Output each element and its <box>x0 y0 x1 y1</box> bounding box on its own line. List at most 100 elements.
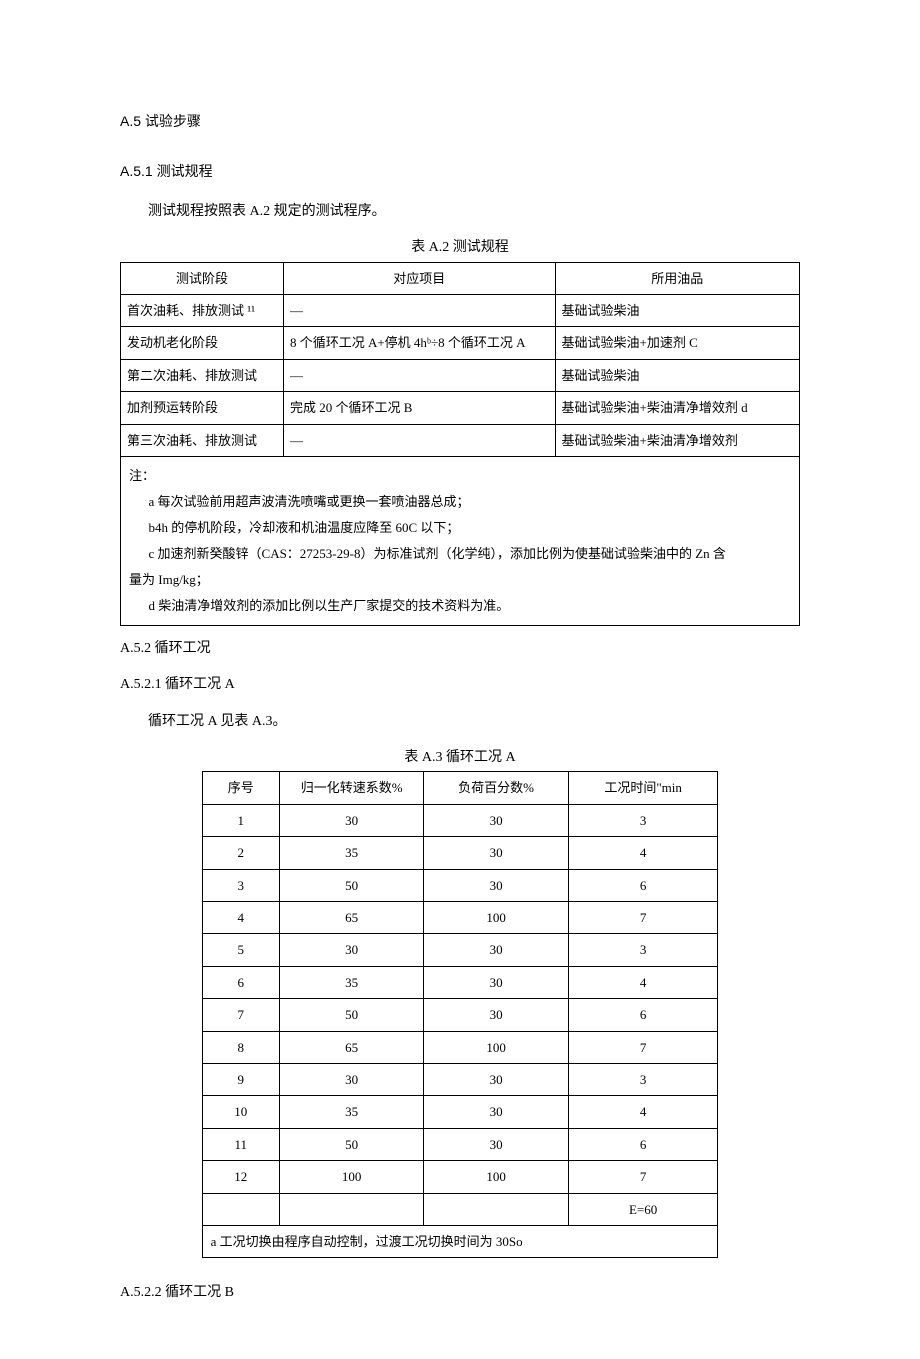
table-row: 测试阶段 对应项目 所用油品 <box>121 262 800 294</box>
table-row: 2 35 30 4 <box>202 837 718 869</box>
table-cell: 4 <box>568 837 718 869</box>
table-header: 归一化转速系数% <box>279 772 423 804</box>
section-a5-1-heading: A.5.1 测试规程 <box>120 160 800 182</box>
table-cell: 8 个循环工况 A+停机 4hᵇ÷8 个循环工况 A <box>283 327 555 359</box>
table-a3-caption: 表 A.3 循环工况 A <box>120 747 800 769</box>
table-cell: 2 <box>202 837 279 869</box>
table-a3: 序号 归一化转速系数% 负荷百分数% 工况时间"min 1 30 30 3 2 … <box>202 771 719 1258</box>
table-cell: 50 <box>279 869 423 901</box>
table-cell: 30 <box>424 804 568 836</box>
table-notes-cell: 注： a 每次试验前用超声波清洗喷嘴或更换一套喷油器总成； b4h 的停机阶段，… <box>121 456 800 625</box>
table-cell: 12 <box>202 1161 279 1193</box>
table-cell: 10 <box>202 1096 279 1128</box>
table-row: 7 50 30 6 <box>202 999 718 1031</box>
table-cell: 基础试验柴油+柴油清净增效剂 d <box>555 392 799 424</box>
table-row: 第二次油耗、排放测试 — 基础试验柴油 <box>121 359 800 391</box>
table-cell: 30 <box>424 1096 568 1128</box>
table-cell: 6 <box>568 1128 718 1160</box>
note-line: a 每次试验前用超声波清洗喷嘴或更换一套喷油器总成； <box>129 489 791 515</box>
table-row: 注： a 每次试验前用超声波清洗喷嘴或更换一套喷油器总成； b4h 的停机阶段，… <box>121 456 800 625</box>
table-row: 8 65 100 7 <box>202 1031 718 1063</box>
table-cell: 30 <box>279 1063 423 1095</box>
table-row: 3 50 30 6 <box>202 869 718 901</box>
table-row: 首次油耗、排放测试 ¹¹ — 基础试验柴油 <box>121 294 800 326</box>
table-cell: 50 <box>279 999 423 1031</box>
table-cell: 30 <box>424 934 568 966</box>
table-cell <box>424 1193 568 1225</box>
table-cell: 11 <box>202 1128 279 1160</box>
table-cell <box>279 1193 423 1225</box>
table-row: 6 35 30 4 <box>202 966 718 998</box>
table-cell: 基础试验柴油 <box>555 359 799 391</box>
table-cell: 50 <box>279 1128 423 1160</box>
table-a2-caption: 表 A.2 测试规程 <box>120 237 800 259</box>
table-header: 测试阶段 <box>121 262 284 294</box>
table-cell: 3 <box>568 1063 718 1095</box>
table-cell: 基础试验柴油+柴油清净增效剂 <box>555 424 799 456</box>
table-cell: 8 <box>202 1031 279 1063</box>
table-cell: 9 <box>202 1063 279 1095</box>
table-cell: 65 <box>279 902 423 934</box>
table-cell: 7 <box>202 999 279 1031</box>
table-cell: 4 <box>202 902 279 934</box>
table-a2: 测试阶段 对应项目 所用油品 首次油耗、排放测试 ¹¹ — 基础试验柴油 发动机… <box>120 262 800 626</box>
table-cell: 30 <box>424 966 568 998</box>
table-row: 10 35 30 4 <box>202 1096 718 1128</box>
table-row: a 工况切换由程序自动控制，过渡工况切换时间为 30So <box>202 1225 718 1257</box>
table-cell: 3 <box>568 934 718 966</box>
table-cell: 30 <box>424 869 568 901</box>
table-cell: 1 <box>202 804 279 836</box>
section-a5-2-2-heading: A.5.2.2 循环工况 B <box>120 1282 800 1304</box>
table-row: 12 100 100 7 <box>202 1161 718 1193</box>
table-cell: 7 <box>568 902 718 934</box>
table-cell: 100 <box>424 902 568 934</box>
table-cell: 30 <box>424 999 568 1031</box>
table-cell: 3 <box>568 804 718 836</box>
table-cell: 30 <box>279 934 423 966</box>
table-cell: 发动机老化阶段 <box>121 327 284 359</box>
note-line: d 柴油清净增效剂的添加比例以生产厂家提交的技术资料为准。 <box>129 593 791 619</box>
table-cell: 加剂预运转阶段 <box>121 392 284 424</box>
table-cell: 6 <box>568 869 718 901</box>
table-cell: 100 <box>279 1161 423 1193</box>
table-cell: 第三次油耗、排放测试 <box>121 424 284 456</box>
table-cell: 6 <box>568 999 718 1031</box>
table-cell <box>202 1193 279 1225</box>
table-cell: — <box>283 359 555 391</box>
table-row: 9 30 30 3 <box>202 1063 718 1095</box>
table-cell: — <box>283 294 555 326</box>
note-line: 量为 Img/kg； <box>129 567 791 593</box>
table-cell: 100 <box>424 1031 568 1063</box>
table-cell: 7 <box>568 1031 718 1063</box>
table-cell: 4 <box>568 1096 718 1128</box>
note-line: b4h 的停机阶段，冷却液和机油温度应降至 60C 以下； <box>129 515 791 541</box>
table-header: 负荷百分数% <box>424 772 568 804</box>
table-row: 加剂预运转阶段 完成 20 个循环工况 B 基础试验柴油+柴油清净增效剂 d <box>121 392 800 424</box>
table-row: 1 30 30 3 <box>202 804 718 836</box>
table-header: 对应项目 <box>283 262 555 294</box>
table-cell: 100 <box>424 1161 568 1193</box>
table-cell: 35 <box>279 837 423 869</box>
table-header: 工况时间"min <box>568 772 718 804</box>
table-row: 发动机老化阶段 8 个循环工况 A+停机 4hᵇ÷8 个循环工况 A 基础试验柴… <box>121 327 800 359</box>
table-cell: 基础试验柴油 <box>555 294 799 326</box>
note-line: c 加速剂新癸酸锌（CAS：27253-29-8）为标准试剂（化学纯），添加比例… <box>129 541 791 567</box>
table-cell: 30 <box>424 1063 568 1095</box>
section-a5-2-1-heading: A.5.2.1 循环工况 A <box>120 674 800 696</box>
table-header: 序号 <box>202 772 279 804</box>
table-cell: 4 <box>568 966 718 998</box>
table-cell: 3 <box>202 869 279 901</box>
table-cell: 35 <box>279 966 423 998</box>
table-cell: E=60 <box>568 1193 718 1225</box>
notes-label: 注： <box>129 463 791 489</box>
table-row: 4 65 100 7 <box>202 902 718 934</box>
table-row: 5 30 30 3 <box>202 934 718 966</box>
table-cell: 首次油耗、排放测试 ¹¹ <box>121 294 284 326</box>
table-header: 所用油品 <box>555 262 799 294</box>
table-cell: 35 <box>279 1096 423 1128</box>
section-a5-2-heading: A.5.2 循环工况 <box>120 638 800 660</box>
table-cell: — <box>283 424 555 456</box>
table-cell: 30 <box>424 837 568 869</box>
a5-1-text: 测试规程按照表 A.2 规定的测试程序。 <box>120 201 800 223</box>
table-cell: 30 <box>424 1128 568 1160</box>
